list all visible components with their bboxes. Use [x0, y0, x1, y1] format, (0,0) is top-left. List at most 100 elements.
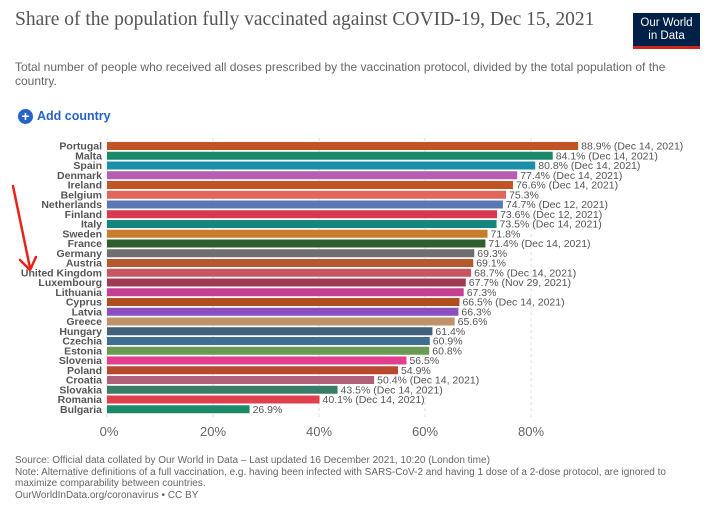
- data-label: 69.1%: [476, 258, 506, 270]
- data-label: 61.4%: [435, 326, 465, 338]
- chart-footer: Source: Official data collated by Our Wo…: [15, 455, 695, 501]
- country-label: Finland: [65, 209, 102, 221]
- bar[interactable]: [107, 142, 579, 150]
- country-label: Bulgaria: [60, 404, 102, 416]
- chart-subtitle: Total number of people who received all …: [15, 60, 666, 88]
- country-label: Italy: [81, 219, 102, 231]
- data-label: 71.4% (Dec 14, 2021): [488, 238, 590, 250]
- country-label: Czechia: [62, 336, 102, 348]
- bar[interactable]: [107, 268, 472, 277]
- bar[interactable]: [107, 376, 375, 384]
- bar[interactable]: [107, 161, 536, 170]
- add-country-label: Add country: [37, 109, 111, 123]
- data-label: 54.9%: [401, 365, 431, 377]
- note-text: Note: Alternative definitions of a full …: [15, 466, 666, 490]
- data-label: 60.8%: [432, 345, 462, 357]
- x-tick-label: 80%: [518, 424, 544, 439]
- bar[interactable]: [107, 200, 503, 209]
- bar[interactable]: [107, 337, 430, 345]
- country-label: United Kingdom: [21, 267, 102, 279]
- data-label: 76.6% (Dec 14, 2021): [516, 180, 618, 192]
- data-label: 77.4% (Dec 14, 2021): [520, 170, 622, 182]
- x-tick-label: 60%: [412, 424, 438, 439]
- bar[interactable]: [107, 327, 433, 336]
- plus-circle-icon: +: [18, 108, 33, 124]
- bar-chart: 0% 20% 40% 60% 80% Portugal 88.9% (Dec 14, 202…: [21, 138, 683, 439]
- country-label: Latvia: [72, 306, 103, 318]
- country-label: Netherlands: [41, 199, 102, 211]
- data-label: 66.3%: [461, 306, 491, 318]
- country-label: Malta: [75, 150, 102, 162]
- country-label: Greece: [66, 316, 102, 328]
- x-tick-label: 40%: [306, 424, 332, 439]
- country-label: Croatia: [66, 375, 102, 387]
- data-label: 80.8% (Dec 14, 2021): [538, 160, 640, 172]
- bar[interactable]: [107, 405, 250, 414]
- data-label: 26.9%: [253, 404, 283, 416]
- bar[interactable]: [107, 239, 486, 248]
- red-arrow-annotation: [11, 184, 38, 272]
- bar[interactable]: [107, 259, 474, 267]
- data-label: 67.7% (Nov 29, 2021): [469, 277, 571, 289]
- source-text: Source: Official data collated by Our Wo…: [15, 455, 490, 466]
- country-label: Spain: [73, 160, 102, 172]
- data-label: 73.5% (Dec 14, 2021): [500, 219, 602, 231]
- data-label: 65.6%: [458, 316, 488, 328]
- data-label: 75.3%: [509, 189, 539, 201]
- country-label: Hungary: [59, 326, 102, 338]
- bar[interactable]: [107, 151, 553, 160]
- data-label: 60.9%: [433, 336, 463, 348]
- country-label: Romania: [58, 394, 103, 406]
- bar[interactable]: [107, 190, 507, 199]
- data-label: 71.8%: [491, 228, 521, 240]
- data-label: 73.6% (Dec 12, 2021): [500, 209, 602, 221]
- bar[interactable]: [107, 220, 497, 228]
- bar[interactable]: [107, 288, 464, 297]
- country-label: Lithuania: [55, 287, 102, 299]
- data-label: 68.7% (Dec 14, 2021): [474, 267, 576, 279]
- logo-line-2: in Data: [648, 30, 685, 42]
- x-tick-label: 20%: [200, 424, 226, 439]
- bar[interactable]: [107, 385, 338, 394]
- country-label: Germany: [56, 248, 102, 260]
- bar[interactable]: [107, 229, 488, 238]
- country-label: Luxembourg: [38, 277, 102, 289]
- url-text[interactable]: OurWorldInData.org/coronavirus • CC BY: [15, 489, 199, 501]
- bar[interactable]: [107, 307, 459, 316]
- bar[interactable]: [107, 346, 430, 355]
- arrow-shaft: [11, 184, 32, 270]
- country-label: Belgium: [61, 189, 102, 201]
- chart-title: Share of the population fully vaccinated…: [15, 9, 595, 30]
- country-label: Poland: [67, 365, 102, 377]
- bar[interactable]: [107, 278, 466, 287]
- data-label: 43.5% (Dec 14, 2021): [341, 384, 443, 396]
- bar[interactable]: [107, 317, 455, 326]
- country-label: Slovenia: [59, 355, 102, 367]
- data-label: 69.3%: [477, 248, 507, 260]
- country-label: Cyprus: [66, 297, 102, 309]
- country-label: France: [68, 238, 103, 250]
- data-label: 67.3%: [467, 287, 497, 299]
- data-label: 74.7% (Dec 12, 2021): [506, 199, 608, 211]
- country-label: Austria: [66, 258, 102, 270]
- arrow-head: [18, 255, 38, 272]
- data-label: 50.4% (Dec 14, 2021): [377, 375, 479, 387]
- bar[interactable]: [107, 210, 498, 219]
- data-label: 40.1% (Dec 14, 2021): [323, 394, 425, 406]
- bar[interactable]: [107, 395, 320, 404]
- add-country-button[interactable]: + Add country: [18, 107, 111, 125]
- data-label: 66.5% (Dec 14, 2021): [462, 297, 564, 309]
- country-label: Sweden: [62, 228, 102, 240]
- bar[interactable]: [107, 356, 407, 365]
- x-tick-label: 0%: [100, 424, 119, 439]
- bar[interactable]: [107, 171, 518, 180]
- country-label: Slovakia: [59, 384, 102, 396]
- bar[interactable]: [107, 366, 398, 375]
- bar[interactable]: [107, 298, 460, 306]
- logo-line-1: Our World: [640, 17, 693, 29]
- country-label: Denmark: [57, 170, 102, 182]
- owid-logo[interactable]: Our World in Data: [633, 13, 700, 49]
- bar[interactable]: [107, 249, 475, 258]
- country-label: Estonia: [64, 345, 102, 357]
- bar[interactable]: [107, 181, 513, 189]
